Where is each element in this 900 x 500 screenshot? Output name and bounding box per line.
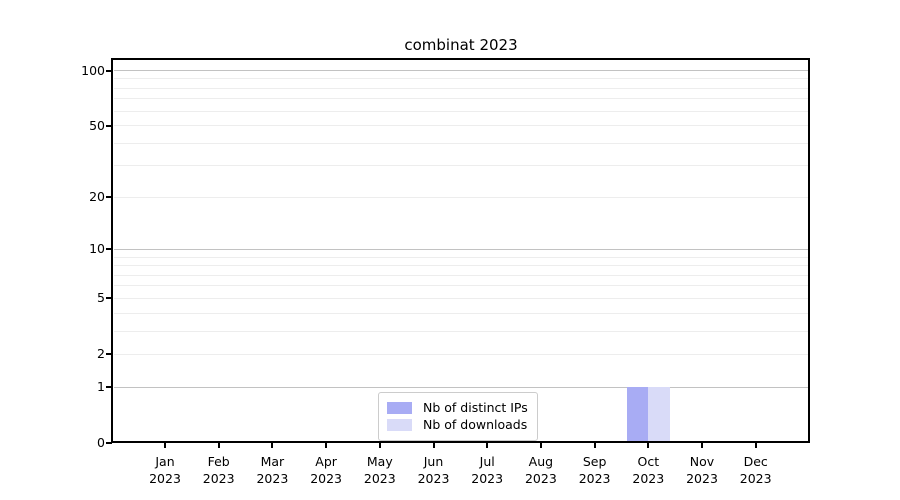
y-tick-label: 0 — [97, 435, 105, 450]
x-tick — [539, 443, 542, 448]
x-month-label-year: 2023 — [632, 471, 665, 486]
y-gridline-major — [114, 70, 809, 71]
y-gridline-minor — [114, 297, 809, 299]
x-tick — [701, 443, 703, 448]
x-month-label-month: Jan — [155, 454, 175, 469]
x-tick — [217, 443, 220, 448]
x-month-label: Aug 2023 — [509, 453, 573, 487]
x-tick — [164, 443, 166, 448]
y-gridline-minor — [114, 265, 809, 267]
legend-row-distinct-ips: Nb of distinct IPs — [387, 400, 528, 416]
x-tick — [754, 443, 757, 448]
x-month-label-year: 2023 — [256, 471, 289, 486]
y-gridline-minor — [114, 78, 809, 80]
legend-label-distinct-ips: Nb of distinct IPs — [423, 400, 528, 415]
y-gridline-minor — [114, 312, 809, 314]
x-tick — [378, 443, 381, 448]
x-month-label-month: Feb — [207, 454, 230, 469]
y-tick-label: 20 — [89, 189, 105, 205]
y-tick — [106, 196, 112, 199]
x-month-label: Sep 2023 — [563, 453, 627, 487]
x-month-label: Mar 2023 — [240, 453, 304, 487]
x-month-label-month: Nov — [689, 454, 715, 469]
x-month-label-month: May — [366, 454, 393, 469]
x-month-label: Feb 2023 — [187, 453, 251, 487]
y-tick — [106, 297, 112, 300]
y-gridline-minor — [114, 353, 809, 355]
y-gridline-minor — [114, 285, 809, 287]
x-month-label-month: Aug — [528, 454, 554, 469]
chart-title: combinat 2023 — [404, 36, 518, 54]
y-gridline-minor — [114, 256, 809, 258]
y-tick — [106, 386, 112, 389]
x-month-label-month: Sep — [582, 454, 607, 469]
y-gridline-minor — [114, 165, 809, 167]
y-tick-label: 5 — [97, 290, 105, 306]
x-month-label-year: 2023 — [524, 471, 557, 486]
x-month-label: Oct 2023 — [616, 453, 680, 487]
y-gridline-minor — [114, 274, 809, 276]
x-month-label-year: 2023 — [471, 471, 504, 486]
x-month-label-month: Oct — [637, 454, 660, 469]
x-tick — [432, 443, 435, 448]
x-month-label: Jan 2023 — [133, 453, 197, 487]
y-tick — [106, 69, 112, 72]
x-month-label-month: Jul — [479, 454, 495, 469]
y-gridline-minor — [114, 196, 809, 198]
x-tick — [486, 443, 489, 448]
y-tick-label: 50 — [89, 117, 105, 133]
y-tick — [106, 353, 112, 356]
legend-swatch-distinct-ips-icon — [387, 402, 412, 414]
y-gridline-major — [114, 248, 809, 250]
x-month-label: May 2023 — [348, 453, 412, 487]
y-gridline-minor — [114, 98, 809, 100]
x-month-label-year: 2023 — [149, 471, 181, 486]
y-tick — [106, 248, 112, 251]
x-month-label-month: Apr — [315, 454, 337, 469]
y-gridline-minor — [114, 330, 809, 332]
legend-swatch-downloads-icon — [387, 419, 412, 431]
y-gridline-major — [114, 386, 809, 388]
bar-downloads — [648, 387, 670, 443]
x-tick — [593, 443, 596, 448]
x-tick — [271, 443, 274, 448]
y-gridline-minor — [114, 110, 809, 112]
x-month-label-month: Jun — [423, 454, 444, 469]
y-gridline-minor — [114, 87, 809, 89]
x-month-label-month: Mar — [260, 454, 285, 469]
legend-label-downloads: Nb of downloads — [423, 417, 528, 432]
x-month-label-year: 2023 — [686, 471, 718, 486]
x-month-label-year: 2023 — [578, 471, 611, 486]
x-month-label: Jun 2023 — [402, 453, 466, 487]
bar-distinct-ips — [626, 387, 649, 443]
y-tick-label: 1 — [97, 379, 105, 395]
x-month-label-year: 2023 — [739, 471, 772, 486]
y-tick-label: 2 — [97, 346, 105, 362]
x-month-label: Dec 2023 — [724, 453, 788, 487]
y-tick-label: 100 — [81, 62, 105, 78]
x-month-label: Jul 2023 — [455, 453, 519, 487]
y-gridline-minor — [114, 125, 809, 127]
x-month-label-year: 2023 — [363, 471, 396, 486]
legend: Nb of distinct IPs Nb of downloads — [378, 392, 538, 441]
x-month-label: Apr 2023 — [294, 453, 358, 487]
legend-row-downloads: Nb of downloads — [387, 417, 528, 433]
x-month-label-year: 2023 — [417, 471, 450, 486]
plot-border — [111, 58, 810, 443]
y-tick-label: 10 — [89, 241, 105, 257]
y-gridline-minor — [114, 142, 809, 144]
x-tick — [325, 443, 328, 448]
x-month-label-month: Dec — [743, 454, 768, 469]
x-month-label-year: 2023 — [202, 471, 235, 486]
y-tick — [106, 124, 112, 127]
x-month-label-year: 2023 — [310, 471, 342, 486]
x-tick — [647, 443, 650, 448]
x-month-label: Nov 2023 — [670, 453, 734, 487]
y-tick — [106, 442, 112, 444]
